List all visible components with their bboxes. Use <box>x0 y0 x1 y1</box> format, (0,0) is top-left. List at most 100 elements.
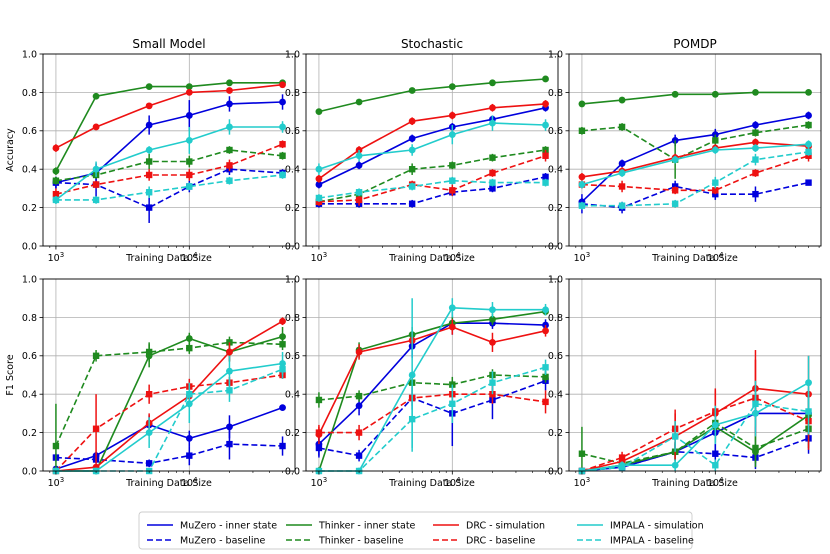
data-point <box>618 454 626 461</box>
data-point <box>226 146 233 154</box>
y-tick-label: 0.6 <box>548 351 563 362</box>
x-tick-exponent: 3 <box>323 476 327 484</box>
series-line <box>318 366 546 472</box>
series-line <box>318 122 546 170</box>
data-point <box>355 429 363 436</box>
data-point <box>52 190 60 198</box>
y-tick-label: 0.6 <box>285 126 300 137</box>
data-point <box>279 141 286 148</box>
data-point <box>618 463 626 471</box>
data-point <box>489 315 496 323</box>
data-point <box>805 112 812 119</box>
x-tick-exponent: 4 <box>719 476 724 484</box>
x-tick-exponent: 3 <box>586 251 590 259</box>
series-thinker_inner <box>315 307 549 475</box>
y-tick-label: 0.2 <box>22 428 37 439</box>
data-point <box>226 348 233 356</box>
x-axis-title: Training Data Size <box>388 253 475 264</box>
y-tick-label: 1.0 <box>285 274 300 285</box>
x-tick-exponent: 4 <box>456 251 461 259</box>
series-impala_base <box>52 359 286 475</box>
series-line <box>55 374 283 472</box>
data-point <box>408 87 416 94</box>
x-tick-label: 104 <box>707 476 724 489</box>
data-point <box>355 98 363 106</box>
x-axis-title: Training Data Size <box>651 478 738 489</box>
series-muzero_base <box>315 173 549 208</box>
data-point <box>752 156 759 163</box>
series-line <box>55 101 283 184</box>
series-line <box>318 78 546 113</box>
data-point <box>578 181 586 188</box>
x-axis-title: Training Data Size <box>125 253 212 264</box>
data-point <box>805 408 812 415</box>
data-point <box>489 185 496 192</box>
data-point <box>52 442 60 450</box>
series-drc_sim <box>52 81 286 152</box>
data-point <box>92 92 100 100</box>
data-point <box>52 177 60 184</box>
data-point <box>186 452 193 459</box>
data-point <box>542 398 549 406</box>
series-line <box>581 382 809 472</box>
series-line <box>581 387 809 472</box>
series-drc_sim <box>578 350 812 475</box>
x-tick-exponent: 3 <box>60 251 64 259</box>
series-line <box>55 341 283 447</box>
data-point <box>226 162 233 169</box>
series-line <box>318 107 546 186</box>
series-muzero_inner <box>315 103 549 189</box>
data-point <box>542 364 549 371</box>
series-line <box>55 83 283 149</box>
data-point <box>805 379 812 387</box>
data-point <box>542 75 549 83</box>
data-point <box>279 404 286 412</box>
data-point <box>355 161 363 169</box>
series-line <box>55 362 283 472</box>
data-point <box>448 83 456 91</box>
series-drc_base <box>52 140 286 200</box>
data-point <box>186 183 193 190</box>
plot-frame <box>42 53 296 247</box>
series-line <box>318 103 546 180</box>
data-point <box>52 167 60 175</box>
data-point <box>92 352 100 359</box>
series-impala_sim <box>578 355 812 475</box>
series-impala_sim <box>315 115 549 175</box>
series-line <box>55 368 283 472</box>
data-point <box>752 444 759 452</box>
y-tick-label: 1.0 <box>548 49 563 60</box>
data-point <box>752 190 759 198</box>
data-point <box>279 81 286 89</box>
data-point <box>315 165 323 173</box>
series-line <box>581 141 809 178</box>
series-line <box>318 380 546 457</box>
data-point <box>712 450 719 457</box>
series-thinker_inner <box>578 89 812 108</box>
data-point <box>578 100 586 108</box>
series-line <box>581 91 809 105</box>
x-tick-label: 103 <box>574 251 591 264</box>
y-tick-label: 0.8 <box>285 313 300 324</box>
data-point <box>408 200 416 207</box>
series-line <box>318 179 546 199</box>
data-point <box>712 462 719 469</box>
data-point <box>226 387 233 394</box>
data-point <box>618 202 626 209</box>
x-tick-exponent: 4 <box>193 476 198 484</box>
y-tick-label: 0.8 <box>548 313 563 324</box>
data-point <box>542 327 549 335</box>
data-point <box>489 338 496 346</box>
panel-title: POMDP <box>673 37 717 51</box>
legend-label: Thinker - baseline <box>318 536 404 547</box>
series-drc_sim <box>315 100 549 183</box>
data-point <box>226 440 233 448</box>
data-point <box>315 444 323 452</box>
data-point <box>355 196 363 204</box>
series-line <box>55 82 283 172</box>
data-point <box>92 181 100 188</box>
y-tick-label: 0.2 <box>548 428 563 439</box>
